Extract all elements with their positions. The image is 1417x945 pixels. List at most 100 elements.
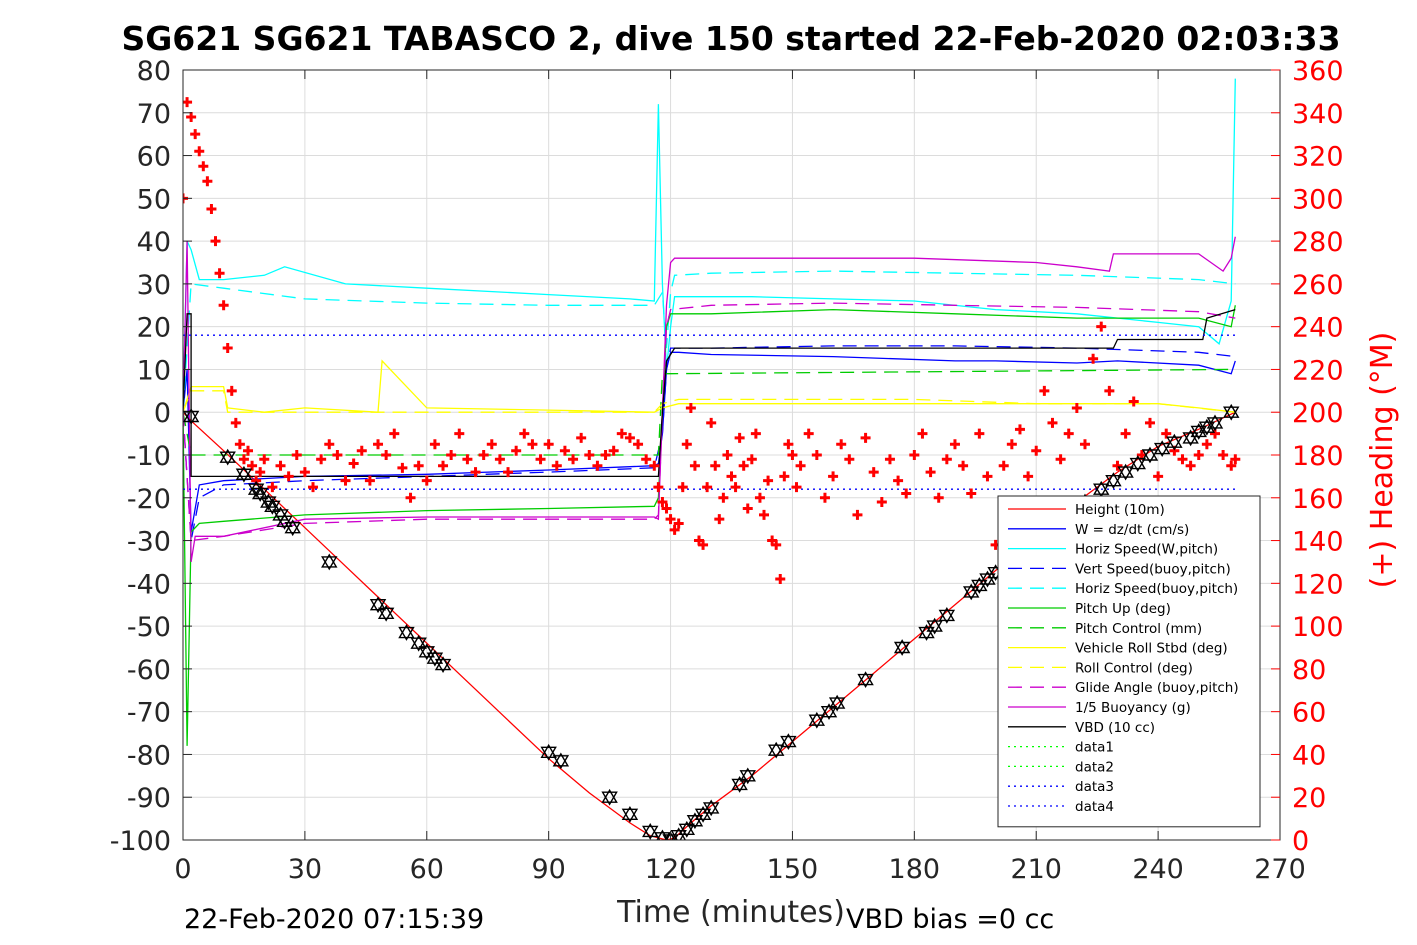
height-marker (1223, 403, 1240, 418)
heading-point (624, 432, 635, 443)
y-tick-label: -50 (127, 612, 171, 643)
legend-label: 1/5 Buoyancy (g) (1075, 700, 1191, 716)
heading-point (332, 450, 343, 460)
heading-point (1230, 454, 1241, 465)
heading-point (661, 503, 672, 514)
legend-label: VBD (10 cc) (1075, 720, 1155, 736)
height-marker (665, 831, 676, 840)
heading-point (1185, 460, 1196, 471)
heading-point (673, 518, 684, 529)
heading-point (795, 460, 806, 471)
heading-point (238, 454, 249, 465)
heading-point (299, 467, 310, 478)
series-line-roll-control-deg (183, 390, 1236, 413)
height-marker (264, 500, 281, 515)
heading-point (982, 471, 993, 482)
heading-point (600, 450, 611, 460)
right-tick-label: 160 (1292, 484, 1344, 515)
heading-point (1071, 402, 1082, 413)
heading-point (844, 454, 855, 465)
heading-point (503, 467, 514, 478)
heading-point (702, 482, 713, 493)
height-marker (642, 823, 659, 838)
legend-label: Vehicle Roll Stbd (deg) (1075, 641, 1228, 657)
legend-label: data3 (1075, 779, 1114, 795)
heading-point (1193, 450, 1204, 460)
heading-point (1079, 439, 1090, 450)
heading-point (633, 439, 644, 450)
height-marker (251, 485, 269, 500)
right-tick-label: 300 (1292, 184, 1344, 215)
right-tick-label: 200 (1292, 398, 1344, 429)
heading-point (787, 450, 798, 460)
heading-point (543, 439, 554, 450)
heading-point (1153, 471, 1164, 482)
y-tick-label: 70 (137, 99, 171, 130)
heading-point (438, 460, 449, 471)
heading-point (698, 539, 709, 550)
heading-point (397, 462, 408, 473)
height-marker (1166, 436, 1183, 451)
legend-label: Glide Angle (buoy,pitch) (1075, 680, 1239, 696)
heading-point (714, 514, 725, 525)
height-marker (893, 639, 911, 654)
right-tick-label: 260 (1292, 270, 1344, 301)
y-tick-label: 80 (137, 56, 171, 87)
heading-point (568, 454, 579, 465)
height-marker (678, 820, 696, 836)
height-marker (979, 573, 996, 588)
height-marker (656, 829, 669, 840)
heading-point (291, 450, 302, 460)
heading-point (759, 509, 770, 520)
heading-point (750, 428, 761, 439)
height-marker (780, 735, 797, 751)
heading-point (1201, 439, 1212, 450)
heading-point (803, 428, 814, 439)
axis-ticks: 0 30 60 90 120 150 180 210 240 270 80 70 60 50 40 30 20 1… (110, 56, 1344, 885)
height-marker (926, 617, 943, 632)
heading-point (478, 450, 489, 460)
height-marker (434, 658, 452, 674)
height-marker (893, 641, 911, 656)
right-tick-label: 180 (1292, 441, 1344, 472)
height-marker (739, 767, 756, 782)
heading-point (551, 460, 562, 471)
right-tick-label: 100 (1292, 612, 1344, 643)
heading-point (316, 454, 327, 465)
height-marker (702, 799, 720, 814)
height-marker (1129, 455, 1147, 470)
legend: Height (10m) W = dz/dt (cm/s) Horiz Speed(… (997, 495, 1261, 828)
height-marker (1093, 480, 1110, 495)
legend-label: Pitch Up (deg) (1075, 601, 1171, 617)
heading-point (584, 450, 595, 460)
height-marker (1206, 414, 1224, 429)
heading-point (462, 454, 473, 465)
heading-point (941, 454, 952, 465)
series-line-1-5-buoyancy-g (183, 236, 1236, 563)
x-tick-label: 240 (1132, 854, 1184, 885)
height-marker (1141, 449, 1159, 464)
heading-point (710, 460, 721, 471)
right-axis-label: (+) Heading (°M) (1365, 332, 1400, 589)
height-marker (938, 609, 956, 624)
legend-label: data2 (1075, 759, 1114, 775)
height-marker (926, 620, 943, 635)
heading-point (669, 524, 680, 535)
heading-point (653, 482, 664, 493)
heading-point (214, 268, 225, 279)
heading-point (811, 450, 822, 460)
heading-point (210, 236, 221, 247)
heading-point (763, 475, 774, 486)
height-marker (552, 755, 570, 770)
height-marker (1129, 457, 1147, 472)
heading-point (226, 385, 237, 396)
height-marker (857, 673, 874, 688)
height-marker (820, 703, 838, 718)
heading-point (685, 402, 696, 413)
height-marker (183, 408, 200, 423)
heading-point (1006, 439, 1017, 450)
height-marker (678, 823, 696, 838)
y-tick-label: 0 (154, 398, 171, 429)
y-tick-label: 20 (137, 313, 171, 344)
height-marker (369, 599, 387, 614)
